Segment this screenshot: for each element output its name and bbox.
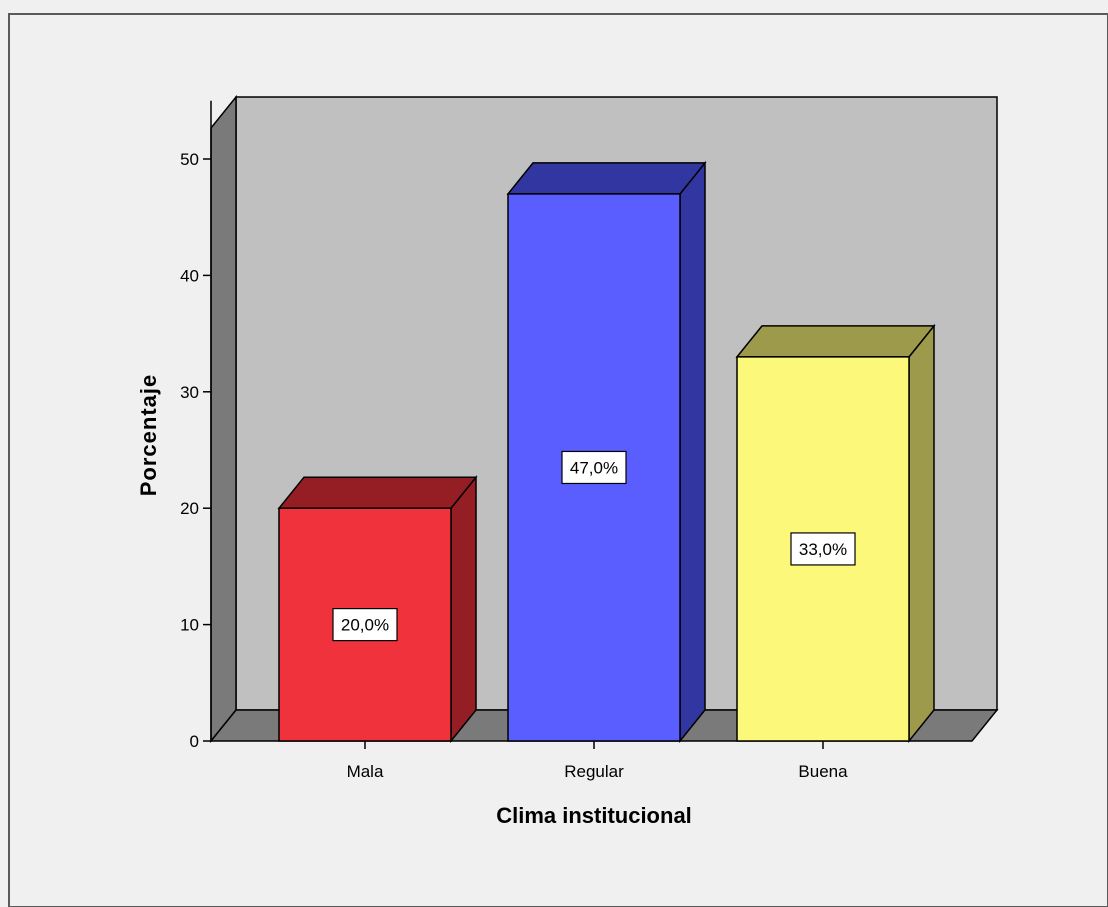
bar-side-face <box>679 160 706 744</box>
data-label-box <box>561 450 627 485</box>
data-label: 33,0% <box>799 540 847 559</box>
data-label: 47,0% <box>570 458 618 477</box>
x-tick-label: Mala <box>347 762 384 781</box>
bar-top-face <box>277 476 478 509</box>
x-ticks: Mala Regular Buena <box>347 741 848 781</box>
y-tick-label: 0 <box>190 732 199 751</box>
x-tick-label: Regular <box>564 762 624 781</box>
bar-regular: 47,0% <box>506 160 707 744</box>
y-ticks: 0 10 20 30 40 50 <box>180 150 211 751</box>
y-tick-label: 50 <box>180 150 199 169</box>
left-wall <box>210 94 237 744</box>
data-label-box <box>790 532 856 566</box>
data-label: 20,0% <box>341 616 389 635</box>
data-label-box <box>332 607 398 642</box>
bar-top-face <box>735 325 936 358</box>
x-tick-label: Buena <box>798 762 848 781</box>
x-axis-title: Clima institucional <box>496 803 692 828</box>
bar-top-face <box>506 162 707 195</box>
bar-mala: 20,0% <box>277 475 478 744</box>
y-tick-label: 40 <box>180 266 199 285</box>
bar-buena: 33,0% <box>735 323 936 744</box>
bar-side-face <box>908 323 935 744</box>
y-tick-label: 10 <box>180 616 199 635</box>
y-axis-title: Porcentaje <box>136 374 161 497</box>
y-tick-label: 20 <box>180 499 199 518</box>
bars: 20,0% 47,0% 33,0% <box>277 160 936 744</box>
bar-side-face <box>450 475 477 744</box>
y-tick-label: 30 <box>180 383 199 402</box>
